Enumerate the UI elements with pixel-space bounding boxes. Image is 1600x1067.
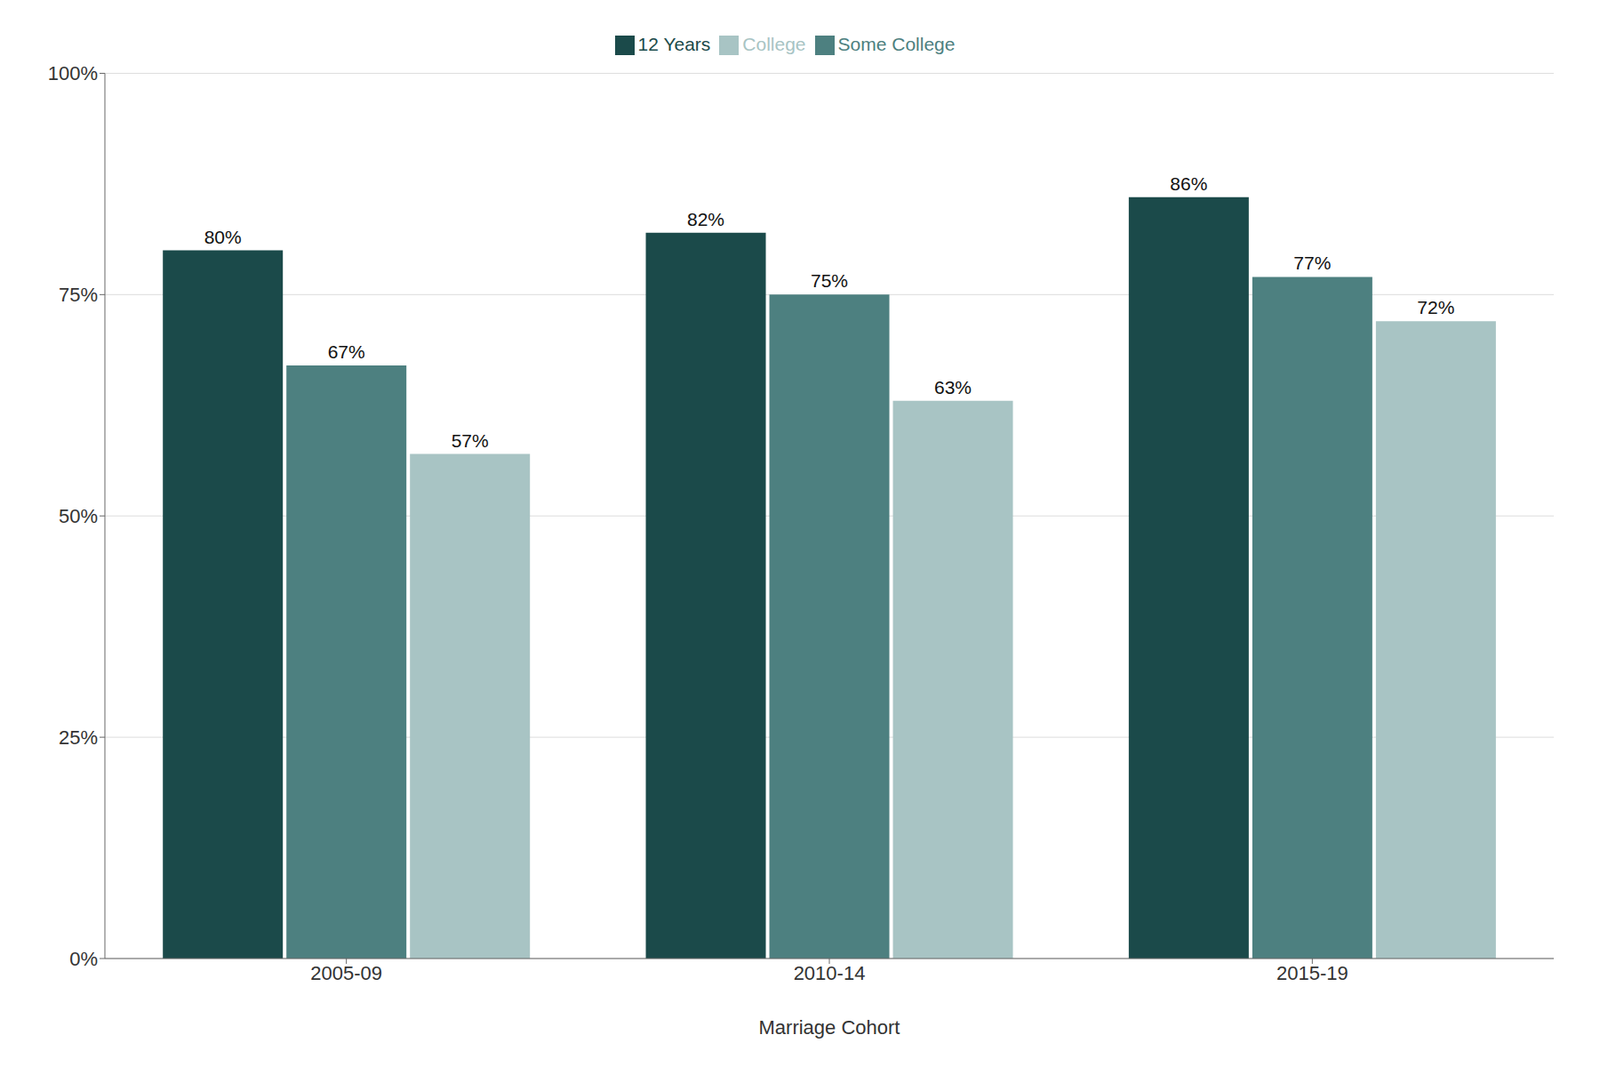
svg-text:100%: 100%: [48, 62, 98, 85]
html-text:College: College: [742, 33, 806, 55]
svg-text:Marriage Cohort: Marriage Cohort: [759, 1016, 901, 1039]
svg-text:77%: 77%: [1293, 252, 1331, 273]
svg-text:86%: 86%: [1169, 173, 1208, 194]
svg-text:80%: 80%: [204, 226, 242, 248]
svg-text:75%: 75%: [810, 270, 848, 291]
svg-text:63%: 63%: [934, 376, 972, 398]
svg-text:57%: 57%: [451, 430, 489, 451]
svg-text:82%: 82%: [687, 208, 725, 230]
html-text:12 Years: 12 Years: [637, 33, 711, 55]
html-text:Some College: Some College: [837, 33, 956, 55]
svg-text:2015-19: 2015-19: [1276, 961, 1349, 984]
svg-text:67%: 67%: [328, 341, 366, 362]
svg-text:72%: 72%: [1416, 296, 1455, 318]
svg-text:0%: 0%: [69, 947, 98, 970]
svg-text:2010-14: 2010-14: [793, 961, 866, 984]
svg-text:50%: 50%: [58, 504, 98, 528]
svg-text:2005-09: 2005-09: [310, 961, 383, 984]
svg-text:75%: 75%: [58, 283, 98, 306]
svg-text:25%: 25%: [58, 726, 98, 749]
